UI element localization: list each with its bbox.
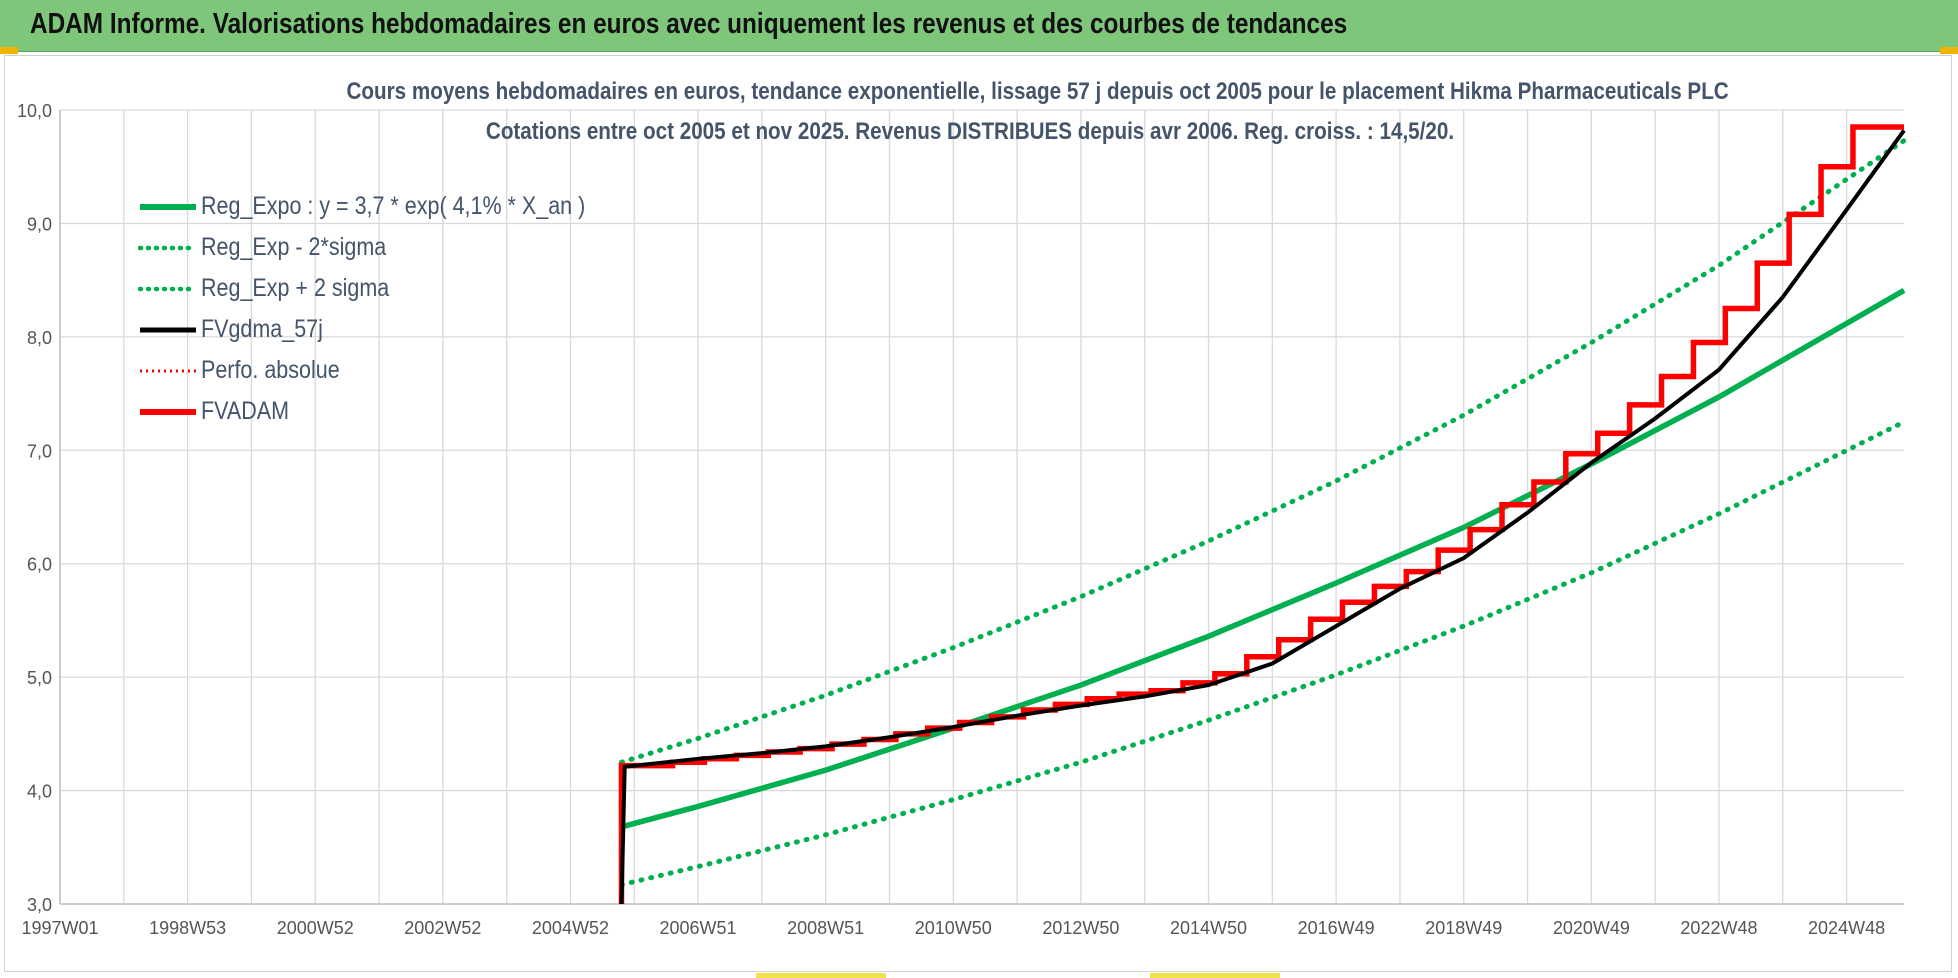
legend-item-reg-expo: Reg_Expo : y = 3,7 * exp( 4,1% * X_an ) — [138, 189, 698, 230]
x-tick-label: 2020W49 — [1553, 918, 1630, 938]
x-tick-label: 2024W48 — [1808, 918, 1885, 938]
series-reg-expo — [620, 287, 1906, 830]
legend-item-fvadam: FVADAM — [138, 394, 698, 435]
header-banner: ADAM Informe. Valorisations hebdomadaire… — [0, 0, 1958, 52]
legend-label: FVADAM — [201, 397, 290, 425]
legend-label: Reg_Exp + 2 sigma — [201, 274, 390, 302]
x-tick-label: 1998W53 — [149, 918, 226, 938]
line-chart: 3,0 4,0 5,0 6,0 7,0 8,0 9,0 10,0 1997W01 1998W53 2… — [17, 101, 1907, 938]
x-tick-label: 2018W49 — [1425, 918, 1502, 938]
series-reg-exp-plus-2sigma — [618, 138, 1907, 765]
legend-label: Reg_Exp - 2*sigma — [201, 233, 387, 261]
legend-item-reg-exp-plus: Reg_Exp + 2 sigma — [138, 271, 698, 312]
x-tick-label: 1997W01 — [21, 918, 98, 938]
legend-label: Perfo. absolue — [201, 356, 340, 384]
legend-item-perfo: Perfo. absolue — [138, 353, 698, 394]
y-tick-label: 9,0 — [27, 214, 52, 234]
y-tick-label: 7,0 — [27, 441, 52, 461]
y-tick-label: 10,0 — [17, 101, 52, 121]
legend-swatch — [140, 409, 196, 415]
chart-subtitle: Cotations entre oct 2005 et nov 2025. Re… — [485, 118, 1455, 145]
chart-legend: Reg_Expo : y = 3,7 * exp( 4,1% * X_an ) … — [138, 189, 698, 435]
sheet-tab-marker — [756, 973, 886, 978]
y-tick-label: 3,0 — [27, 895, 52, 915]
y-tick-label: 5,0 — [27, 668, 52, 688]
x-tick-label: 2014W50 — [1170, 918, 1247, 938]
x-tick-label: 2000W52 — [277, 918, 354, 938]
x-tick-label: 2016W49 — [1298, 918, 1375, 938]
legend-label: Reg_Expo : y = 3,7 * exp( 4,1% * X_an ) — [201, 192, 586, 220]
legend-item-fvgdma: FVgdma_57j — [138, 312, 698, 353]
x-tick-label: 2008W51 — [787, 918, 864, 938]
legend-swatch — [138, 286, 198, 292]
x-tick-label: 2006W51 — [660, 918, 737, 938]
legend-swatch — [140, 327, 196, 333]
legend-swatch — [140, 369, 196, 373]
legend-label: FVgdma_57j — [201, 315, 323, 343]
y-tick-label: 6,0 — [27, 555, 52, 575]
x-tick-label: 2002W52 — [404, 918, 481, 938]
x-tick-label: 2022W48 — [1680, 918, 1757, 938]
y-tick-label: 8,0 — [27, 328, 52, 348]
chart-area: 3,0 4,0 5,0 6,0 7,0 8,0 9,0 10,0 1997W01 1998W53 2… — [4, 55, 1952, 972]
x-tick-label: 2012W50 — [1042, 918, 1119, 938]
legend-swatch — [140, 204, 196, 210]
corner-marker — [0, 47, 18, 54]
series-reg-exp-minus-2sigma — [618, 419, 1907, 888]
chart-title: Cours moyens hebdomadaires en euros, ten… — [346, 78, 1729, 105]
corner-marker — [1940, 47, 1958, 54]
y-tick-label: 4,0 — [27, 782, 52, 802]
banner-title: ADAM Informe. Valorisations hebdomadaire… — [30, 8, 1348, 40]
legend-item-reg-exp-minus: Reg_Exp - 2*sigma — [138, 230, 698, 271]
x-tick-label: 2004W52 — [532, 918, 609, 938]
series-fvgdma-57j — [619, 129, 1906, 905]
x-tick-label: 2010W50 — [915, 918, 992, 938]
sheet-tab-marker — [1150, 973, 1280, 978]
legend-swatch — [138, 245, 198, 251]
